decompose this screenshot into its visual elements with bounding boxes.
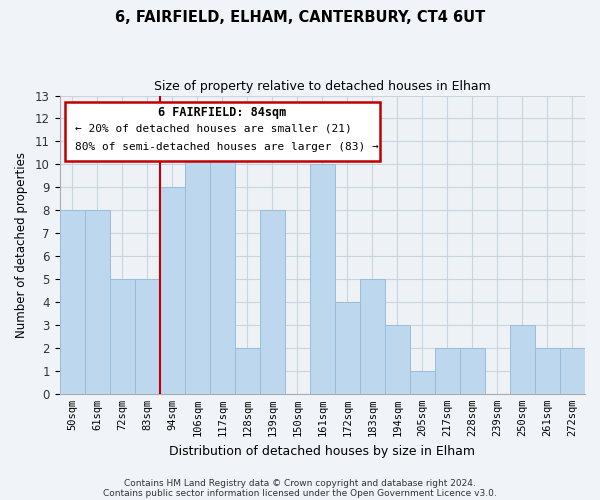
- Bar: [435, 348, 460, 394]
- FancyBboxPatch shape: [65, 102, 380, 161]
- Text: 80% of semi-detached houses are larger (83) →: 80% of semi-detached houses are larger (…: [76, 142, 379, 152]
- X-axis label: Distribution of detached houses by size in Elham: Distribution of detached houses by size …: [169, 444, 475, 458]
- Bar: [510, 325, 535, 394]
- Bar: [360, 279, 385, 394]
- Bar: [560, 348, 585, 394]
- Bar: [310, 164, 335, 394]
- Bar: [185, 142, 210, 394]
- Bar: [410, 371, 435, 394]
- Bar: [335, 302, 360, 394]
- Text: 6 FAIRFIELD: 84sqm: 6 FAIRFIELD: 84sqm: [158, 106, 287, 119]
- Bar: [535, 348, 560, 394]
- Bar: [235, 348, 260, 394]
- Bar: [135, 279, 160, 394]
- Text: ← 20% of detached houses are smaller (21): ← 20% of detached houses are smaller (21…: [76, 124, 352, 134]
- Bar: [160, 188, 185, 394]
- Title: Size of property relative to detached houses in Elham: Size of property relative to detached ho…: [154, 80, 491, 93]
- Bar: [260, 210, 285, 394]
- Text: 6, FAIRFIELD, ELHAM, CANTERBURY, CT4 6UT: 6, FAIRFIELD, ELHAM, CANTERBURY, CT4 6UT: [115, 10, 485, 25]
- Bar: [460, 348, 485, 394]
- Bar: [385, 325, 410, 394]
- Bar: [59, 210, 85, 394]
- Y-axis label: Number of detached properties: Number of detached properties: [15, 152, 28, 338]
- Bar: [110, 279, 135, 394]
- Bar: [210, 142, 235, 394]
- Bar: [85, 210, 110, 394]
- Text: Contains HM Land Registry data © Crown copyright and database right 2024.: Contains HM Land Registry data © Crown c…: [124, 478, 476, 488]
- Text: Contains public sector information licensed under the Open Government Licence v3: Contains public sector information licen…: [103, 488, 497, 498]
